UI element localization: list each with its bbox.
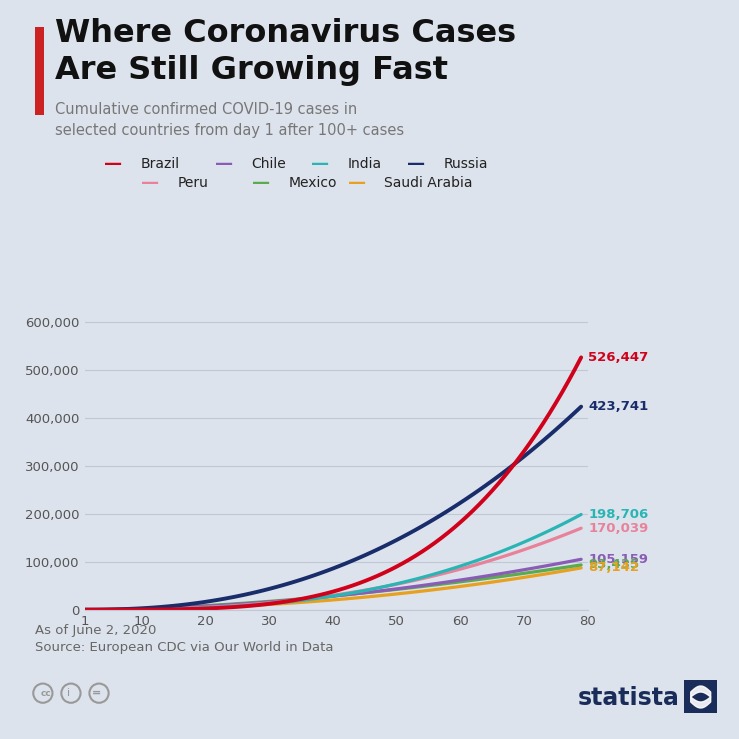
Text: India: India <box>347 157 381 171</box>
Text: —: — <box>310 155 329 173</box>
Text: —: — <box>214 155 233 173</box>
Text: i: i <box>67 688 70 698</box>
Text: Cumulative confirmed COVID-19 cases in
selected countries from day 1 after 100+ : Cumulative confirmed COVID-19 cases in s… <box>55 102 404 138</box>
Text: Source: European CDC via Our World in Data: Source: European CDC via Our World in Da… <box>35 641 334 655</box>
Text: —: — <box>347 174 366 192</box>
Text: statista: statista <box>578 687 680 710</box>
Text: Saudi Arabia: Saudi Arabia <box>384 177 473 190</box>
Text: —: — <box>103 155 122 173</box>
Text: —: — <box>251 174 270 192</box>
Text: 423,741: 423,741 <box>588 400 648 413</box>
Text: Brazil: Brazil <box>140 157 180 171</box>
Text: As of June 2, 2020: As of June 2, 2020 <box>35 624 157 638</box>
Text: 170,039: 170,039 <box>588 522 648 535</box>
Text: Where Coronavirus Cases: Where Coronavirus Cases <box>55 18 517 50</box>
Text: Are Still Growing Fast: Are Still Growing Fast <box>55 55 449 86</box>
Text: —: — <box>140 174 159 192</box>
Text: Peru: Peru <box>177 177 208 190</box>
Text: =: = <box>92 688 101 698</box>
Text: —: — <box>406 155 425 173</box>
Text: 93,435: 93,435 <box>588 559 639 571</box>
Text: 105,159: 105,159 <box>588 553 648 566</box>
Text: 198,706: 198,706 <box>588 508 648 521</box>
Text: 87,142: 87,142 <box>588 562 639 574</box>
Text: Mexico: Mexico <box>288 177 337 190</box>
Text: Russia: Russia <box>443 157 488 171</box>
Text: Chile: Chile <box>251 157 286 171</box>
Text: cc: cc <box>41 689 52 698</box>
Text: 526,447: 526,447 <box>588 351 648 364</box>
